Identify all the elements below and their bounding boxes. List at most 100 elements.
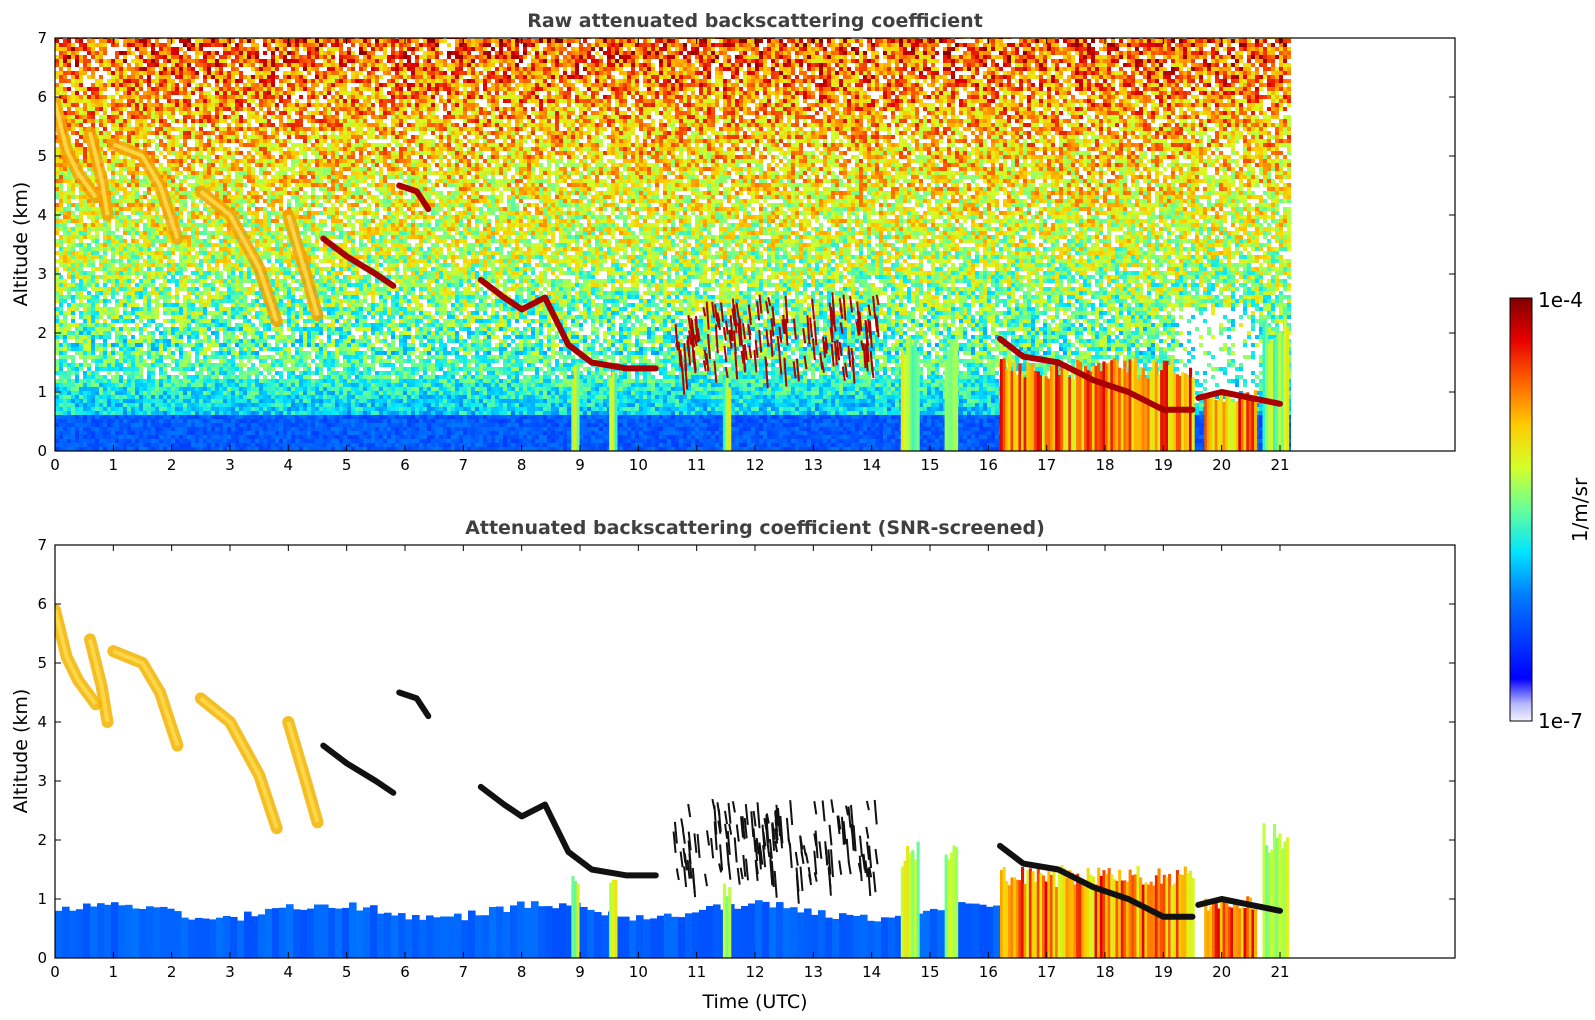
noise-cell [119,351,123,355]
noise-cell [111,71,115,75]
noise-cell [95,375,99,379]
noise-cell [83,319,87,323]
noise-cell [95,419,99,423]
noise-cell [119,383,123,387]
noise-cell [123,423,127,427]
noise-cell [107,443,111,447]
noise-cell [103,431,107,435]
noise-cell [75,335,79,339]
noise-cell [103,123,107,127]
noise-cell [103,115,107,119]
noise-cell [103,267,107,271]
noise-cell [111,247,115,251]
noise-cell [107,291,111,295]
noise-cell [75,323,79,327]
noise-cell [83,355,87,359]
noise-cell [63,39,67,43]
noise-cell [119,403,123,407]
noise-cell [63,431,67,435]
noise-cell [115,63,119,67]
noise-cell [95,83,99,87]
noise-cell [67,111,71,115]
noise-cell [111,275,115,279]
noise-cell [115,267,119,271]
noise-cell [83,415,87,419]
noise-cell [107,71,111,75]
noise-cell [59,327,63,331]
noise-cell [115,303,119,307]
noise-cell [99,223,103,227]
noise-cell [63,287,67,291]
noise-cell [79,203,83,207]
noise-cell [107,371,111,375]
noise-cell [103,343,107,347]
noise-cell [123,311,127,315]
noise-cell [115,371,119,375]
noise-cell [99,91,103,95]
noise-cell [103,351,107,355]
noise-cell [79,435,83,439]
noise-cell [59,407,63,411]
noise-cell [107,279,111,283]
noise-cell [63,79,67,83]
noise-cell [107,383,111,387]
noise-cell [107,243,111,247]
noise-cell [79,235,83,239]
noise-cell [79,75,83,79]
noise-cell [75,219,79,223]
noise-cell [127,347,131,351]
noise-cell [75,63,79,67]
noise-cell [71,195,75,199]
noise-cell [95,283,99,287]
noise-cell [87,291,91,295]
noise-cell [79,243,83,247]
noise-cell [103,307,107,311]
noise-cell [59,355,63,359]
noise-cell [123,227,127,231]
noise-cell [59,75,63,79]
noise-cell [59,51,63,55]
noise-cell [75,291,79,295]
noise-cell [115,223,119,227]
noise-cell [79,99,83,103]
noise-cell [111,375,115,379]
noise-cell [111,347,115,351]
noise-cell [63,279,67,283]
noise-cell [75,59,79,63]
noise-cell [119,271,123,275]
noise-cell [91,99,95,103]
noise-cell [115,103,119,107]
noise-cell [83,247,87,251]
noise-cell [63,175,67,179]
noise-cell [95,87,99,91]
noise-cell [119,347,123,351]
noise-cell [71,279,75,283]
noise-cell [99,291,103,295]
noise-cell [91,219,95,223]
noise-cell [111,111,115,115]
noise-cell [111,255,115,259]
noise-cell [59,363,63,367]
noise-cell [119,111,123,115]
noise-cell [63,207,67,211]
noise-cell [127,311,131,315]
noise-cell [119,207,123,211]
noise-cell [79,331,83,335]
noise-cell [75,79,79,83]
noise-cell [95,243,99,247]
noise-cell [111,259,115,263]
noise-cell [91,315,95,319]
noise-cell [123,247,127,251]
noise-cell [107,367,111,371]
noise-cell [71,231,75,235]
noise-cell [123,123,127,127]
noise-cell [123,355,127,359]
noise-cell [99,139,103,143]
noise-cell [119,391,123,395]
noise-cell [103,311,107,315]
noise-cell [67,87,71,91]
noise-cell [95,267,99,271]
noise-cell [83,303,87,307]
noise-cell [83,379,87,383]
noise-cell [71,295,75,299]
